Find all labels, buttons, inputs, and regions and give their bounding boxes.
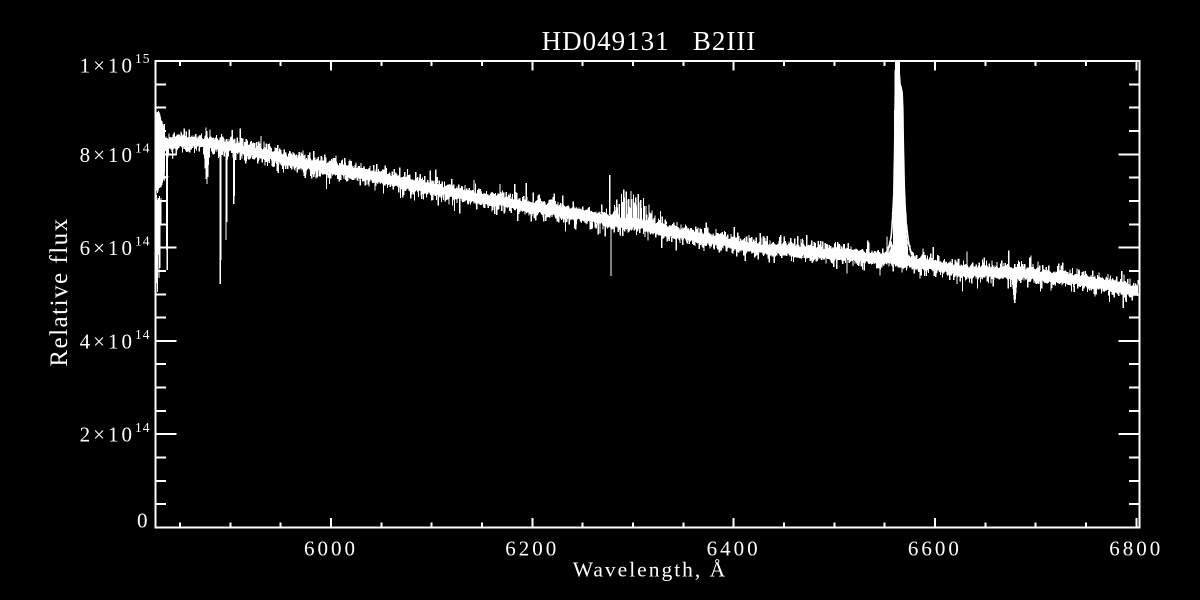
svg-text:0: 0 [137, 508, 151, 532]
svg-text:6800: 6800 [1109, 537, 1163, 561]
svg-text:HD049131 B2III: HD049131 B2III [542, 26, 757, 56]
svg-text:6600: 6600 [908, 537, 962, 561]
svg-text:Wavelength, Å: Wavelength, Å [573, 558, 727, 582]
svg-text:6200: 6200 [505, 537, 559, 561]
svg-text:Relative flux: Relative flux [46, 217, 73, 366]
svg-text:2×1014: 2×1014 [80, 420, 151, 447]
svg-text:6000: 6000 [304, 537, 358, 561]
svg-text:1×1015: 1×1015 [80, 51, 151, 78]
svg-text:6400: 6400 [707, 537, 761, 561]
